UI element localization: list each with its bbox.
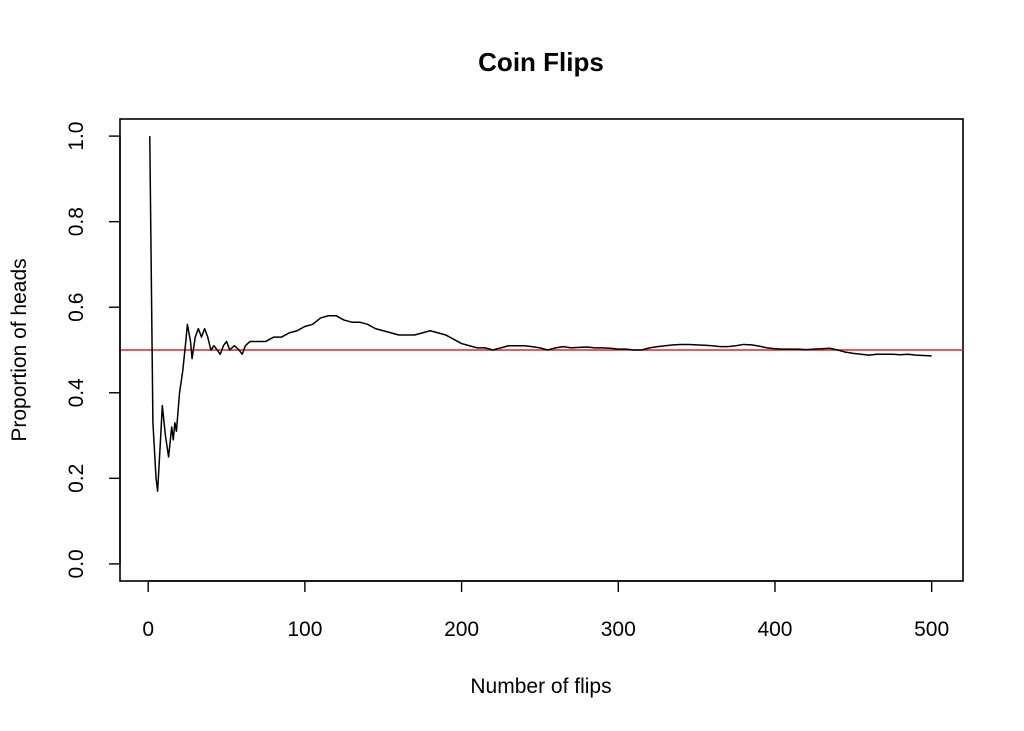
y-tick-label: 0.8 [65,207,88,236]
y-tick-label: 0.4 [65,378,88,408]
y-tick-label: 1.0 [65,122,88,151]
y-tick-label: 0.6 [65,293,88,322]
series-line [149,136,932,492]
x-tick-label: 100 [287,618,322,641]
y-tick-label: 0.0 [65,549,88,578]
chart-title: Coin Flips [478,47,604,77]
x-tick-label: 400 [757,618,792,641]
y-tick-label: 0.2 [65,464,88,493]
y-axis-label: Proportion of heads [8,258,31,441]
x-tick-label: 300 [601,618,636,641]
x-tick-label: 200 [444,618,479,641]
x-tick-label: 500 [914,618,949,641]
x-axis-label: Number of flips [470,675,611,698]
x-tick-label: 0 [142,618,154,641]
